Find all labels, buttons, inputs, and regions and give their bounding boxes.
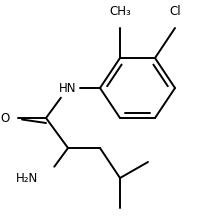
Text: H₂N: H₂N	[16, 171, 38, 184]
Text: Cl: Cl	[169, 5, 181, 18]
Text: HN: HN	[59, 81, 77, 95]
Text: O: O	[1, 111, 10, 124]
Text: CH₃: CH₃	[109, 5, 131, 18]
